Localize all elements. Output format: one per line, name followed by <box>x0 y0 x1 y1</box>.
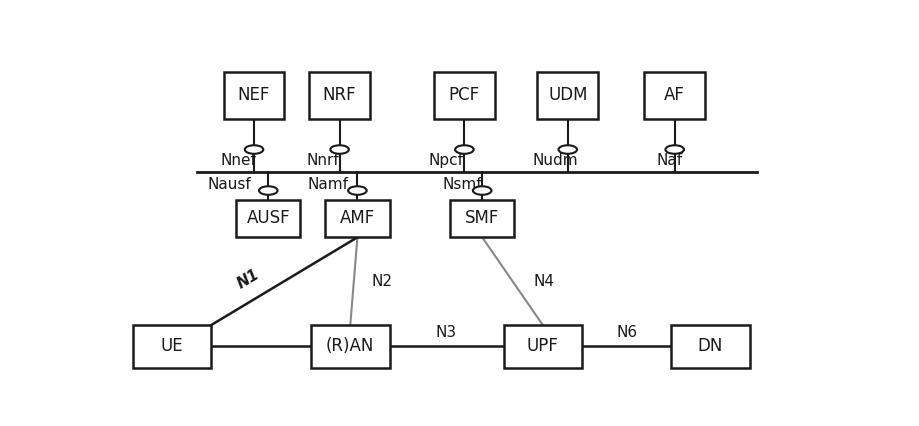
Circle shape <box>558 145 576 154</box>
Text: Nsmf: Nsmf <box>443 178 482 193</box>
Text: UPF: UPF <box>527 337 558 355</box>
Text: NEF: NEF <box>238 86 270 104</box>
Text: NRF: NRF <box>323 86 356 104</box>
Text: Npcf: Npcf <box>428 153 463 168</box>
Circle shape <box>347 186 367 195</box>
Text: PCF: PCF <box>448 86 480 104</box>
Circle shape <box>664 145 683 154</box>
Text: N3: N3 <box>436 325 457 340</box>
FancyBboxPatch shape <box>449 199 514 237</box>
Text: DN: DN <box>697 337 722 355</box>
FancyBboxPatch shape <box>671 325 749 368</box>
Text: Nnef: Nnef <box>221 153 256 168</box>
FancyBboxPatch shape <box>309 72 369 119</box>
FancyBboxPatch shape <box>132 325 211 368</box>
FancyBboxPatch shape <box>325 199 389 237</box>
Circle shape <box>472 186 491 195</box>
FancyBboxPatch shape <box>311 325 389 368</box>
Text: Namf: Namf <box>307 178 348 193</box>
FancyBboxPatch shape <box>643 72 704 119</box>
Circle shape <box>455 145 473 154</box>
Text: AMF: AMF <box>339 210 375 227</box>
Circle shape <box>259 186 278 195</box>
Text: N1: N1 <box>234 266 262 291</box>
Circle shape <box>330 145 348 154</box>
FancyBboxPatch shape <box>434 72 494 119</box>
FancyBboxPatch shape <box>537 72 597 119</box>
FancyBboxPatch shape <box>503 325 582 368</box>
Text: N6: N6 <box>616 325 637 340</box>
FancyBboxPatch shape <box>236 199 300 237</box>
Text: Nudm: Nudm <box>531 153 577 168</box>
Text: UDM: UDM <box>548 86 587 104</box>
Text: (R)AN: (R)AN <box>325 337 374 355</box>
Text: UE: UE <box>161 337 183 355</box>
Text: AF: AF <box>664 86 685 104</box>
Circle shape <box>244 145 263 154</box>
Text: Nausf: Nausf <box>208 178 251 193</box>
Text: N2: N2 <box>371 273 392 289</box>
Text: Naf: Naf <box>656 153 682 168</box>
FancyBboxPatch shape <box>223 72 284 119</box>
Text: AUSF: AUSF <box>246 210 289 227</box>
Text: Nnrf: Nnrf <box>306 153 338 168</box>
Text: N4: N4 <box>533 273 554 289</box>
Text: SMF: SMF <box>464 210 499 227</box>
